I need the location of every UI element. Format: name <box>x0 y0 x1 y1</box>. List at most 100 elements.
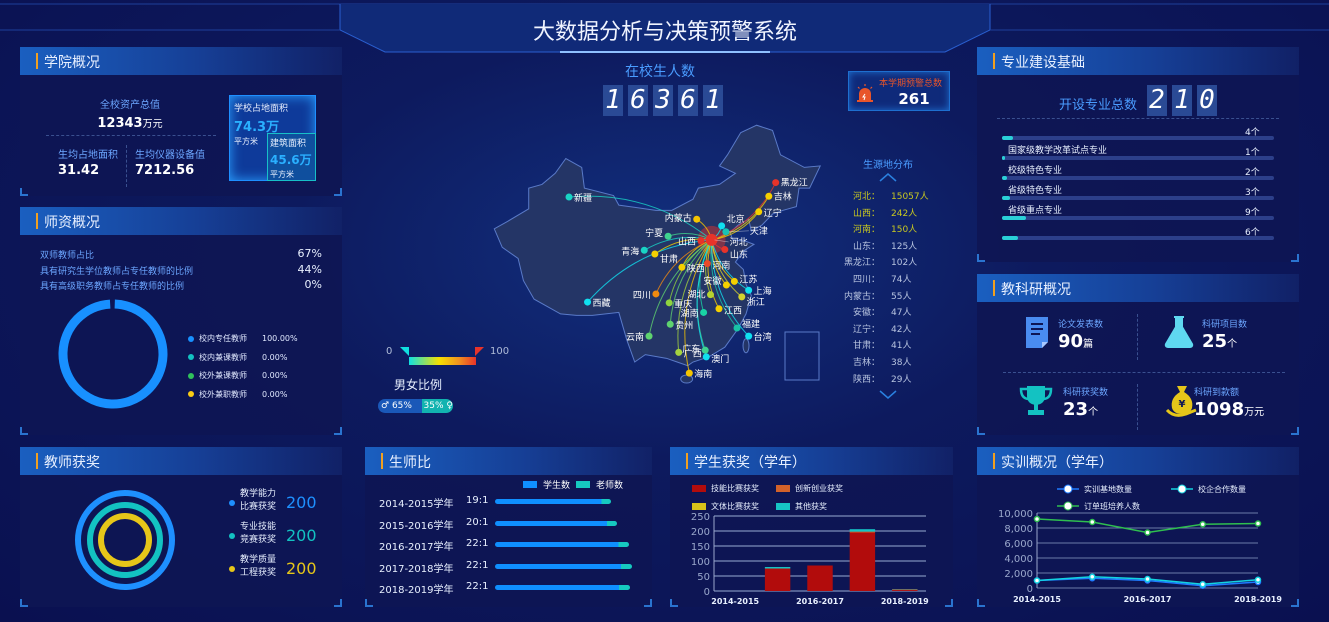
major-bar-fill <box>1002 196 1011 200</box>
migration-line <box>707 239 720 309</box>
y-tick-label: 2,000 <box>1004 569 1033 580</box>
origin-title: 生源地分布 <box>863 160 913 171</box>
stacked-bar-segment <box>849 532 876 591</box>
migration-line <box>655 239 712 295</box>
header-frame <box>0 3 1329 53</box>
province-label: 山东 <box>730 249 748 261</box>
building-area-box: 建筑面积 45.6万 平方米 <box>267 133 316 181</box>
province-label: 重庆 <box>674 298 692 310</box>
province-point <box>652 290 660 298</box>
warning-value: 261 <box>898 90 930 108</box>
province-label: 新疆 <box>574 192 592 204</box>
province-point <box>651 250 659 258</box>
donut-legend-item[interactable]: 校外兼课教师 0.00% <box>188 370 287 381</box>
y-tick-label: 0 <box>704 587 710 598</box>
province-point <box>733 324 741 332</box>
donut-legend-item[interactable]: 校内专任教师 100.00% <box>188 333 298 344</box>
province-point <box>722 281 730 289</box>
province-point <box>703 260 711 268</box>
equipment-per-student-value: 7212.56 <box>135 163 195 178</box>
visual-map-gradient <box>409 357 476 365</box>
legend-marker <box>1063 501 1073 511</box>
migration-line <box>710 239 738 329</box>
gender-ratio-pill: ♂ 65% 35% ♀ <box>378 399 453 413</box>
donut-legend-item[interactable]: 校内兼课教师 0.00% <box>188 352 287 363</box>
legend-label[interactable]: 其他获奖 <box>795 502 827 511</box>
province-label: 安徽 <box>703 275 721 287</box>
legend-dot <box>229 533 235 539</box>
province-point <box>705 233 718 246</box>
svg-text:¥: ¥ <box>1179 399 1186 410</box>
panel-title: 教师获奖 <box>44 455 100 471</box>
major-bar-fill <box>1002 136 1013 140</box>
student-count-digit: 1 <box>703 85 723 116</box>
major-total-label: 开设专业总数 <box>1059 98 1138 113</box>
panel-title: 教科研概况 <box>1001 282 1071 298</box>
major-bar-value: 4个 <box>1245 128 1260 138</box>
province-label: 黑龙江 <box>781 177 808 189</box>
ratio-year-label: 2016-2017学年 <box>379 542 454 553</box>
y-tick-label: 200 <box>691 527 710 538</box>
province-point <box>755 208 763 216</box>
major-bar-track <box>1002 136 1274 140</box>
major-bar-fill <box>1002 156 1006 160</box>
award-label: 专业技能 竞赛获奖 <box>240 522 277 545</box>
province-point <box>685 369 693 377</box>
stacked-bar-segment <box>892 589 918 591</box>
scroll-up-chevron-icon[interactable] <box>878 172 898 182</box>
trophy-icon <box>1019 386 1053 415</box>
legend-dot <box>188 391 194 397</box>
major-bar-track <box>1002 236 1274 240</box>
ratio-bar <box>495 585 630 590</box>
province-label: 广东 <box>682 343 700 355</box>
province-point <box>665 299 673 307</box>
province-point <box>701 346 709 354</box>
warning-label: 本学期预警总数 <box>879 79 943 89</box>
legend-dot <box>188 335 194 342</box>
donut-legend-item[interactable]: 校外兼职教师 0.00% <box>188 389 287 400</box>
x-tick-label: 2014-2015 <box>1013 595 1061 604</box>
visual-map-handles[interactable] <box>398 346 488 358</box>
ratio-year-label: 2014-2015学年 <box>379 499 454 510</box>
legend-label: 订单班培养人数 <box>1084 501 1140 511</box>
panel-title: 学院概况 <box>44 55 100 71</box>
origin-province: 河南： <box>852 225 880 236</box>
legend-label[interactable]: 创新创业获奖 <box>795 484 843 493</box>
page-title: 大数据分析与决策预警系统 <box>532 20 797 45</box>
province-label: 内蒙古 <box>665 212 692 224</box>
research-value: 1098万元 <box>1194 399 1265 420</box>
ratio-bar <box>495 499 611 504</box>
province-label: 天津 <box>750 226 768 237</box>
ratio-legend: 学生数 老师数 <box>523 478 623 491</box>
total-assets-label: 全校资产总值 <box>100 100 160 111</box>
scroll-down-chevron-icon[interactable] <box>878 390 898 400</box>
x-tick-label: 2014-2015 <box>711 597 759 606</box>
research-value: 90篇 <box>1058 331 1094 352</box>
y-tick-label: 10,000 <box>998 509 1033 520</box>
taiwan-island <box>742 338 750 354</box>
province-point <box>738 293 746 301</box>
data-point <box>1254 520 1262 527</box>
origin-count: 38人 <box>891 358 912 368</box>
document-icon <box>1026 317 1048 348</box>
ratio-bar <box>495 520 617 526</box>
money-bag-icon: ¥ <box>1166 386 1197 417</box>
y-tick-label: 250 <box>691 512 710 523</box>
province-label: 山西 <box>678 237 696 248</box>
migration-line <box>711 182 777 241</box>
legend-label[interactable]: 文体比赛获奖 <box>711 502 759 511</box>
panel-title: 生师比 <box>389 455 431 471</box>
major-total-digit: 1 <box>1172 85 1192 116</box>
legend-label[interactable]: 技能比赛获奖 <box>711 484 759 493</box>
student-awards-chart: 0 50 100 150 200 250 2014-2015 2016-2017 2018-20… <box>691 512 929 606</box>
equipment-per-student-label: 生均仪器设备值 <box>135 150 205 161</box>
students-label: 在校生人数 <box>625 64 695 80</box>
major-bar-track <box>1002 216 1274 220</box>
major-bar-value: 9个 <box>1245 208 1260 218</box>
province-point <box>745 286 753 294</box>
migration-line <box>684 239 712 374</box>
province-point <box>745 332 753 340</box>
province-point <box>718 222 726 230</box>
warning-box[interactable]: 本学期预警总数 261 <box>848 71 950 111</box>
